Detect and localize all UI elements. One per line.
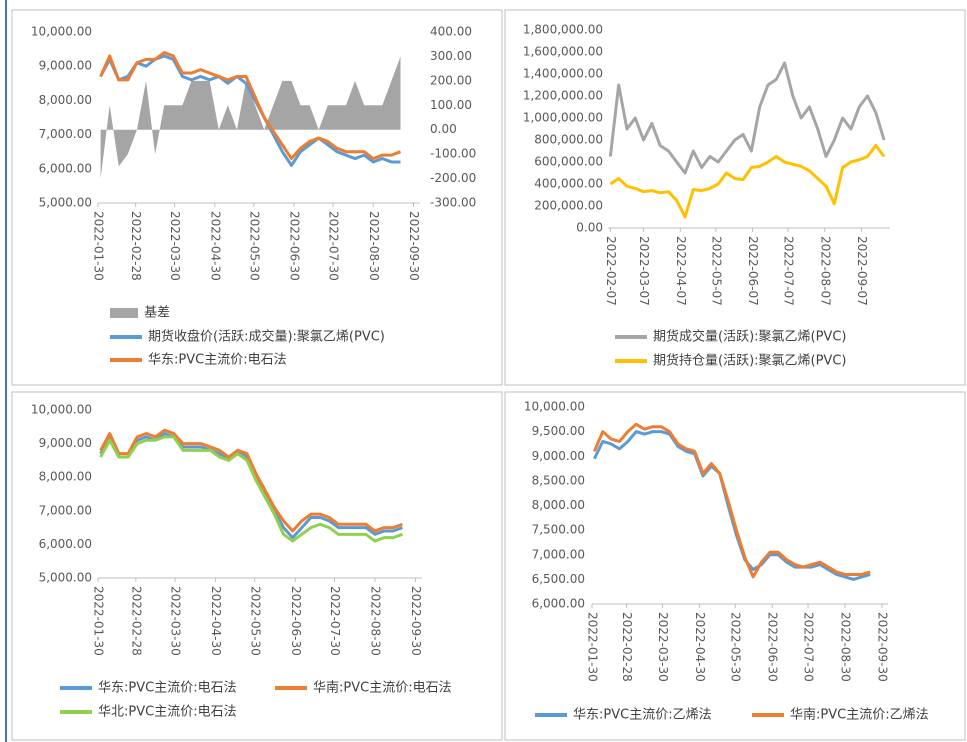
y-tick-label: 7,000.00 xyxy=(39,503,92,517)
y-tick-label: 6,500.00 xyxy=(532,572,585,586)
x-tick-label: 2022-04-30 xyxy=(693,612,707,682)
y-tick-label: 7,500.00 xyxy=(532,523,585,537)
y-tick-label: 400,000.00 xyxy=(534,177,603,191)
x-tick-label: 2022-04-30 xyxy=(208,211,222,281)
y-tick-label: 600,000.00 xyxy=(534,155,603,169)
x-tick-label: 2022-01-30 xyxy=(92,586,106,656)
line xyxy=(99,51,402,161)
y-tick-label: 1,800,000.00 xyxy=(523,23,603,37)
x-tick-label: 2022-04-07 xyxy=(674,236,688,306)
x-tick-label: 2022-01-30 xyxy=(92,211,106,281)
line xyxy=(99,54,401,167)
x-tick-label: 2022-02-28 xyxy=(129,211,143,281)
y2-tick-label: -200.00 xyxy=(430,171,476,185)
y-tick-label: 1,000,000.00 xyxy=(523,111,603,125)
x-tick-label: 2022-05-07 xyxy=(709,236,723,306)
y-tick-label: 8,000.00 xyxy=(39,470,92,484)
y-tick-label: 200,000.00 xyxy=(534,199,603,213)
panel xyxy=(11,391,503,741)
x-tick-label: 2022-06-30 xyxy=(289,586,303,656)
y2-tick-label: -100.00 xyxy=(430,147,476,161)
y-tick-label: 6,000.00 xyxy=(39,161,92,175)
x-tick-label: 2022-03-30 xyxy=(656,612,670,682)
legend-label: 华南:PVC主流价:乙烯法 xyxy=(790,707,929,723)
legend-label: 华东:PVC主流价:电石法 xyxy=(98,681,237,696)
line xyxy=(593,422,871,579)
x-tick-label: 2022-08-07 xyxy=(818,236,832,306)
y-tick-label: 7,000.00 xyxy=(39,127,92,141)
x-tick-label: 2022-08-30 xyxy=(368,586,382,656)
y2-tick-label: 300.00 xyxy=(430,49,472,63)
legend-label: 华东:PVC主流价:电石法 xyxy=(148,353,287,368)
y-tick-label: 6,000.00 xyxy=(39,537,92,551)
y-tick-label: 10,000.00 xyxy=(31,403,92,417)
panel xyxy=(11,9,503,386)
x-tick-label: 2022-03-07 xyxy=(637,236,651,306)
y-tick-label: 10,000.00 xyxy=(524,400,585,414)
x-tick-label: 2022-05-30 xyxy=(729,612,743,682)
y2-tick-label: 200.00 xyxy=(430,73,472,87)
y2-tick-label: 0.00 xyxy=(430,122,457,136)
y-tick-label: 6,000.00 xyxy=(532,597,585,611)
legend-label: 期货成交量(活跃):聚氯乙烯(PVC) xyxy=(653,329,846,345)
y2-tick-label: 400.00 xyxy=(430,25,472,39)
y-tick-label: 10,000.00 xyxy=(31,25,92,39)
y-tick-label: 9,000.00 xyxy=(39,436,92,450)
legend-label: 基差 xyxy=(144,306,170,321)
y-tick-label: 9,000.00 xyxy=(532,449,585,463)
x-tick-label: 2022-09-30 xyxy=(876,612,890,682)
y-tick-label: 5,000.00 xyxy=(39,571,92,585)
y2-tick-label: 100.00 xyxy=(430,98,472,112)
x-tick-label: 2022-09-30 xyxy=(407,211,421,281)
legend-label: 华南:PVC主流价:电石法 xyxy=(313,680,452,696)
x-tick-label: 2022-07-07 xyxy=(782,236,796,306)
line xyxy=(99,435,403,543)
y-tick-label: 1,400,000.00 xyxy=(523,67,603,81)
x-tick-label: 2022-04-30 xyxy=(209,586,223,656)
y-tick-label: 9,500.00 xyxy=(532,424,585,438)
legend-label: 华东:PVC主流价:乙烯法 xyxy=(573,708,712,723)
line xyxy=(609,144,886,219)
x-tick-label: 2022-05-30 xyxy=(247,211,261,281)
x-tick-label: 2022-03-30 xyxy=(168,211,182,281)
y-tick-label: 5,000.00 xyxy=(39,196,92,210)
y-tick-label: 800,000.00 xyxy=(534,133,603,147)
x-tick-label: 2022-09-30 xyxy=(409,586,423,656)
x-tick-label: 2022-07-30 xyxy=(327,211,341,281)
x-tick-label: 2022-08-30 xyxy=(839,612,853,682)
y-tick-label: 8,000.00 xyxy=(532,498,585,512)
x-tick-label: 2022-02-28 xyxy=(620,612,634,682)
x-tick-label: 2022-08-30 xyxy=(367,211,381,281)
x-tick-label: 2022-02-28 xyxy=(129,586,143,656)
y-tick-label: 1,600,000.00 xyxy=(523,45,603,59)
legend-label: 华北:PVC主流价:电石法 xyxy=(98,705,237,720)
legend-label: 期货持仓量(活跃):聚氯乙烯(PVC) xyxy=(653,353,846,369)
x-tick-label: 2022-03-30 xyxy=(169,586,183,656)
y-tick-label: 8,500.00 xyxy=(532,473,585,487)
area xyxy=(100,56,401,179)
x-tick-label: 2022-09-07 xyxy=(855,236,869,306)
panel xyxy=(504,9,966,386)
y-tick-label: 9,000.00 xyxy=(39,59,92,73)
x-tick-label: 2022-06-30 xyxy=(766,612,780,682)
line xyxy=(99,428,403,533)
x-tick-label: 2022-07-30 xyxy=(802,612,816,682)
y-tick-label: 1,200,000.00 xyxy=(523,89,603,103)
y2-tick-label: -300.00 xyxy=(430,196,476,210)
x-tick-label: 2022-07-30 xyxy=(328,586,342,656)
x-tick-label: 2022-05-30 xyxy=(248,586,262,656)
x-tick-label: 2022-06-30 xyxy=(288,211,302,281)
y-tick-label: 7,000.00 xyxy=(532,547,585,561)
x-tick-label: 2022-02-07 xyxy=(604,236,618,306)
legend-label: 期货收盘价(活跃:成交量):聚氯乙烯(PVC) xyxy=(148,329,385,345)
x-tick-label: 2022-06-07 xyxy=(746,236,760,306)
y-tick-label: 8,000.00 xyxy=(39,93,92,107)
legend-swatch xyxy=(110,308,138,318)
x-tick-label: 2022-01-30 xyxy=(586,612,600,682)
y-tick-label: 0.00 xyxy=(576,221,603,235)
panel xyxy=(504,391,966,741)
line xyxy=(608,61,886,175)
